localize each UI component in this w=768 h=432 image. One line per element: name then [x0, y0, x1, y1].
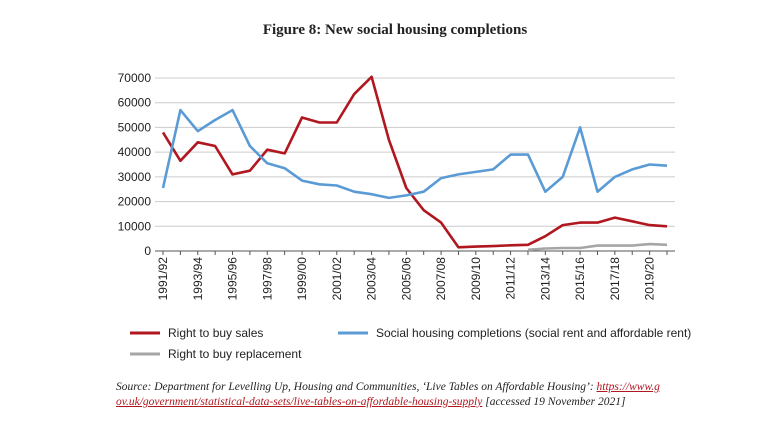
y-tick-label: 0 [144, 244, 151, 258]
x-tick-label: 2011/12 [504, 257, 518, 300]
source-text: [accessed 19 November 2021] [482, 396, 626, 408]
x-tick-label: 1997/98 [260, 257, 274, 301]
x-tick-label: 2019/20 [643, 257, 657, 301]
chart-title: Figure 8: New social housing completions [263, 22, 527, 38]
x-tick-label: 1999/00 [295, 257, 309, 301]
y-tick-label: 10000 [118, 219, 152, 233]
x-tick-label: 1991/92 [156, 257, 170, 301]
source-link[interactable]: https://www.gov.uk/government/statistica… [116, 381, 660, 408]
x-tick-label: 2015/16 [573, 257, 587, 301]
series-line [527, 242, 668, 252]
x-tick-label: 2003/04 [365, 257, 379, 301]
x-tick-label: 2007/08 [434, 257, 448, 301]
series-line [161, 108, 668, 200]
series-line [161, 75, 668, 249]
legend-label: Right to buy sales [168, 326, 263, 340]
x-tick-label: 2005/06 [399, 257, 413, 301]
x-tick-label: 2013/14 [538, 257, 552, 301]
legend-label: Social housing completions (social rent … [376, 326, 691, 340]
y-tick-label: 30000 [118, 170, 152, 184]
y-tick-label: 20000 [118, 195, 152, 209]
y-tick-label: 70000 [118, 71, 152, 85]
legend-label: Right to buy replacement [168, 347, 302, 361]
chart: Figure 8: New social housing completions… [118, 22, 692, 361]
y-tick-label: 40000 [118, 145, 152, 159]
source-text: Source: Department for Levelling Up, Hou… [116, 381, 597, 393]
x-tick-label: 2009/10 [469, 257, 483, 301]
x-tick-label: 1995/96 [226, 257, 240, 301]
source-note: Source: Department for Levelling Up, Hou… [116, 380, 664, 410]
x-tick-label: 2001/02 [330, 257, 344, 301]
x-tick-label: 1993/94 [191, 257, 205, 301]
y-tick-label: 50000 [118, 120, 152, 134]
y-tick-label: 60000 [118, 96, 152, 110]
x-tick-label: 2017/18 [608, 257, 622, 301]
